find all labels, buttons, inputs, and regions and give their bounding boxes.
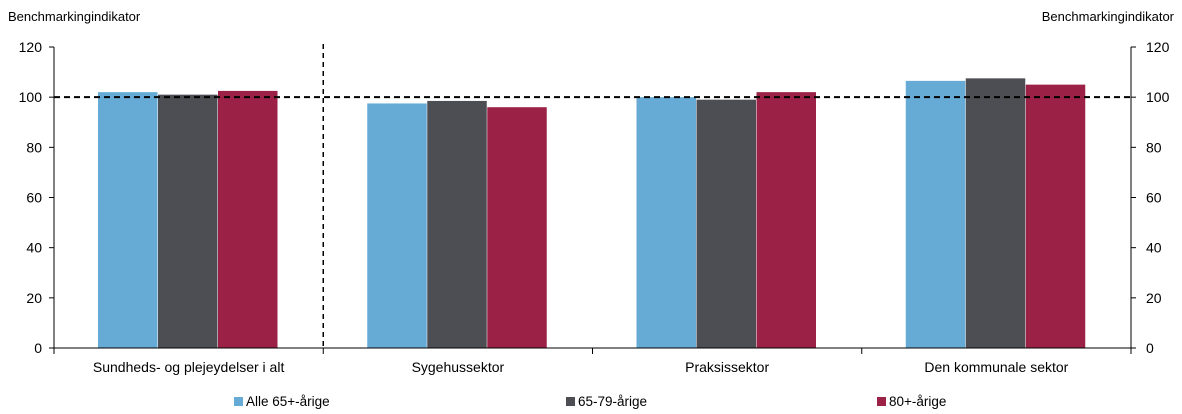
y-tick-label-right: 20 [1146,290,1162,306]
y-tick-label-right: 40 [1146,240,1162,256]
y-tick-label-left: 20 [26,290,42,306]
legend-swatch [877,397,886,406]
legend-item-65-79: 65-79-årige [566,394,647,409]
y-tick-label-left: 60 [26,190,42,206]
legend-swatch [566,397,575,406]
bar [756,92,816,349]
bar [367,103,427,348]
bars-group [98,78,1086,349]
y-tick-label-right: 80 [1146,139,1162,155]
y-tick-label-left: 120 [19,39,43,55]
y-tick-label-right: 120 [1146,39,1170,55]
y-axis-title-right: Benchmarkingindikator [1041,9,1174,24]
bar [636,97,696,349]
bar [965,78,1026,349]
ticks-group [49,46,1136,354]
bar [696,99,756,348]
x-tick-label: Sundheds- og plejeydelser i alt [93,359,285,375]
y-tick-label-right: 100 [1146,89,1170,105]
legend-swatch [234,397,243,406]
y-tick-label-right: 60 [1146,190,1162,206]
legend-label: Alle 65+-årige [246,394,330,409]
legend-item-alle-65: Alle 65+-årige [234,394,330,409]
labels-group: 0 0 20 20 40 40 60 60 80 80 100 100 120 120 Sundheds- … [19,39,1170,375]
bar [905,80,966,349]
legend-label: 65-79-årige [578,394,648,409]
bar [98,92,158,349]
y-tick-label-left: 100 [19,89,43,105]
bar [158,94,218,349]
bar [218,90,278,348]
bar [487,107,547,348]
legend-item-80: 80+-årige [877,394,946,409]
bar [427,100,487,348]
x-tick-label: Sygehussektor [412,359,505,375]
y-tick-label-right: 0 [1146,340,1154,356]
y-tick-label-left: 0 [34,340,42,356]
x-tick-label: Praksissektor [685,359,769,375]
legend-label: 80+-årige [889,394,947,409]
y-axis-title-left: Benchmarkingindikator [8,9,141,24]
y-tick-label-left: 80 [26,139,42,155]
x-tick-label: Den kommunale sektor [924,359,1068,375]
y-tick-label-left: 40 [26,240,42,256]
bar [1025,84,1086,348]
